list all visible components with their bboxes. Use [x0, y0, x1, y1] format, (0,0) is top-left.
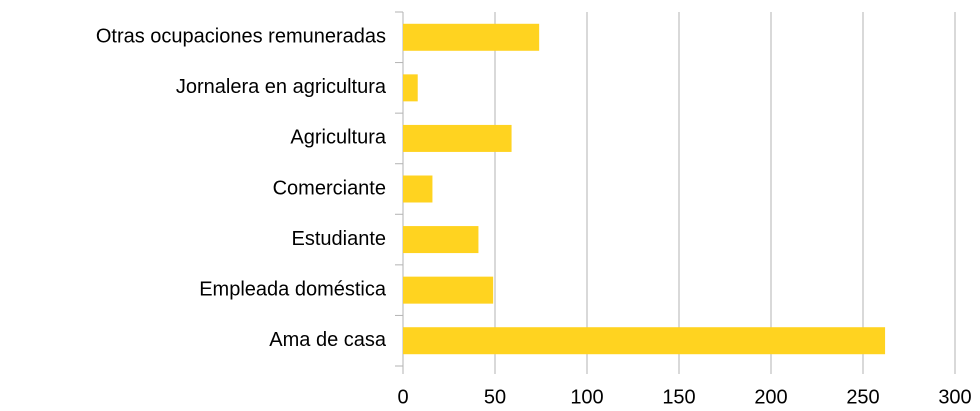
- bar: [403, 124, 512, 152]
- x-tick-label: 150: [662, 386, 695, 408]
- x-tick-label: 50: [484, 386, 506, 408]
- x-tick-label: 100: [570, 386, 603, 408]
- y-tick-label: Empleada doméstica: [199, 278, 387, 300]
- bar: [403, 327, 886, 355]
- y-tick-label: Ama de casa: [269, 329, 387, 351]
- bar: [403, 175, 433, 203]
- y-tick-label: Otras ocupaciones remuneradas: [96, 26, 386, 48]
- bar: [403, 226, 479, 254]
- y-tick-label: Agricultura: [290, 127, 386, 149]
- bar: [403, 74, 418, 102]
- x-tick-label: 250: [846, 386, 879, 408]
- bar: [403, 276, 494, 304]
- y-tick-label: Jornalera en agricultura: [176, 76, 387, 98]
- y-tick-label: Comerciante: [273, 177, 386, 199]
- x-tick-label: 0: [397, 386, 408, 408]
- x-tick-label: 300: [938, 386, 971, 408]
- bar: [403, 23, 540, 51]
- x-tick-label: 200: [754, 386, 787, 408]
- y-tick-label: Estudiante: [291, 228, 386, 250]
